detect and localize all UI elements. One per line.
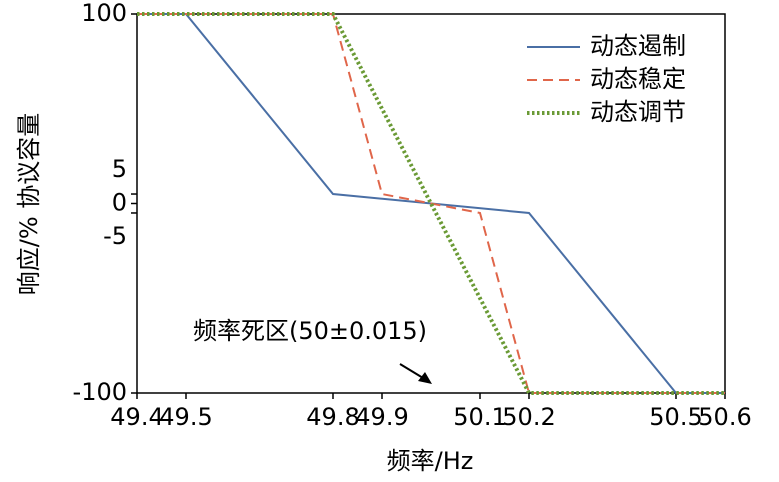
x-tick-label: 50.6 [698, 403, 751, 431]
y-tick-label: 5 [112, 155, 127, 183]
legend-label: 动态稳定 [590, 65, 686, 93]
legend-label: 动态遏制 [590, 32, 686, 60]
x-tick-label: 50.1 [453, 403, 506, 431]
annotation: 频率死区(50±0.015) [193, 317, 427, 345]
x-tick-label: 50.5 [649, 403, 702, 431]
y-tick-label: -100 [73, 378, 127, 406]
legend-label: 动态调节 [590, 98, 686, 126]
series-line [137, 12, 725, 395]
annotation-arrowhead [418, 372, 432, 384]
y-tick-label: -5 [103, 222, 127, 250]
x-tick-label: 49.5 [159, 403, 212, 431]
y-tick-label: 100 [81, 0, 127, 27]
x-tick-label: 49.8 [306, 403, 359, 431]
x-axis-label: 频率/Hz [387, 447, 474, 475]
y-axis-label: 响应/% 协议容量 [15, 113, 43, 296]
x-tick-label: 49.4 [110, 403, 163, 431]
y-tick-label: 0 [112, 189, 127, 217]
x-tick-label: 50.2 [502, 403, 555, 431]
series-line [137, 13, 725, 394]
x-tick-label: 49.9 [355, 403, 408, 431]
